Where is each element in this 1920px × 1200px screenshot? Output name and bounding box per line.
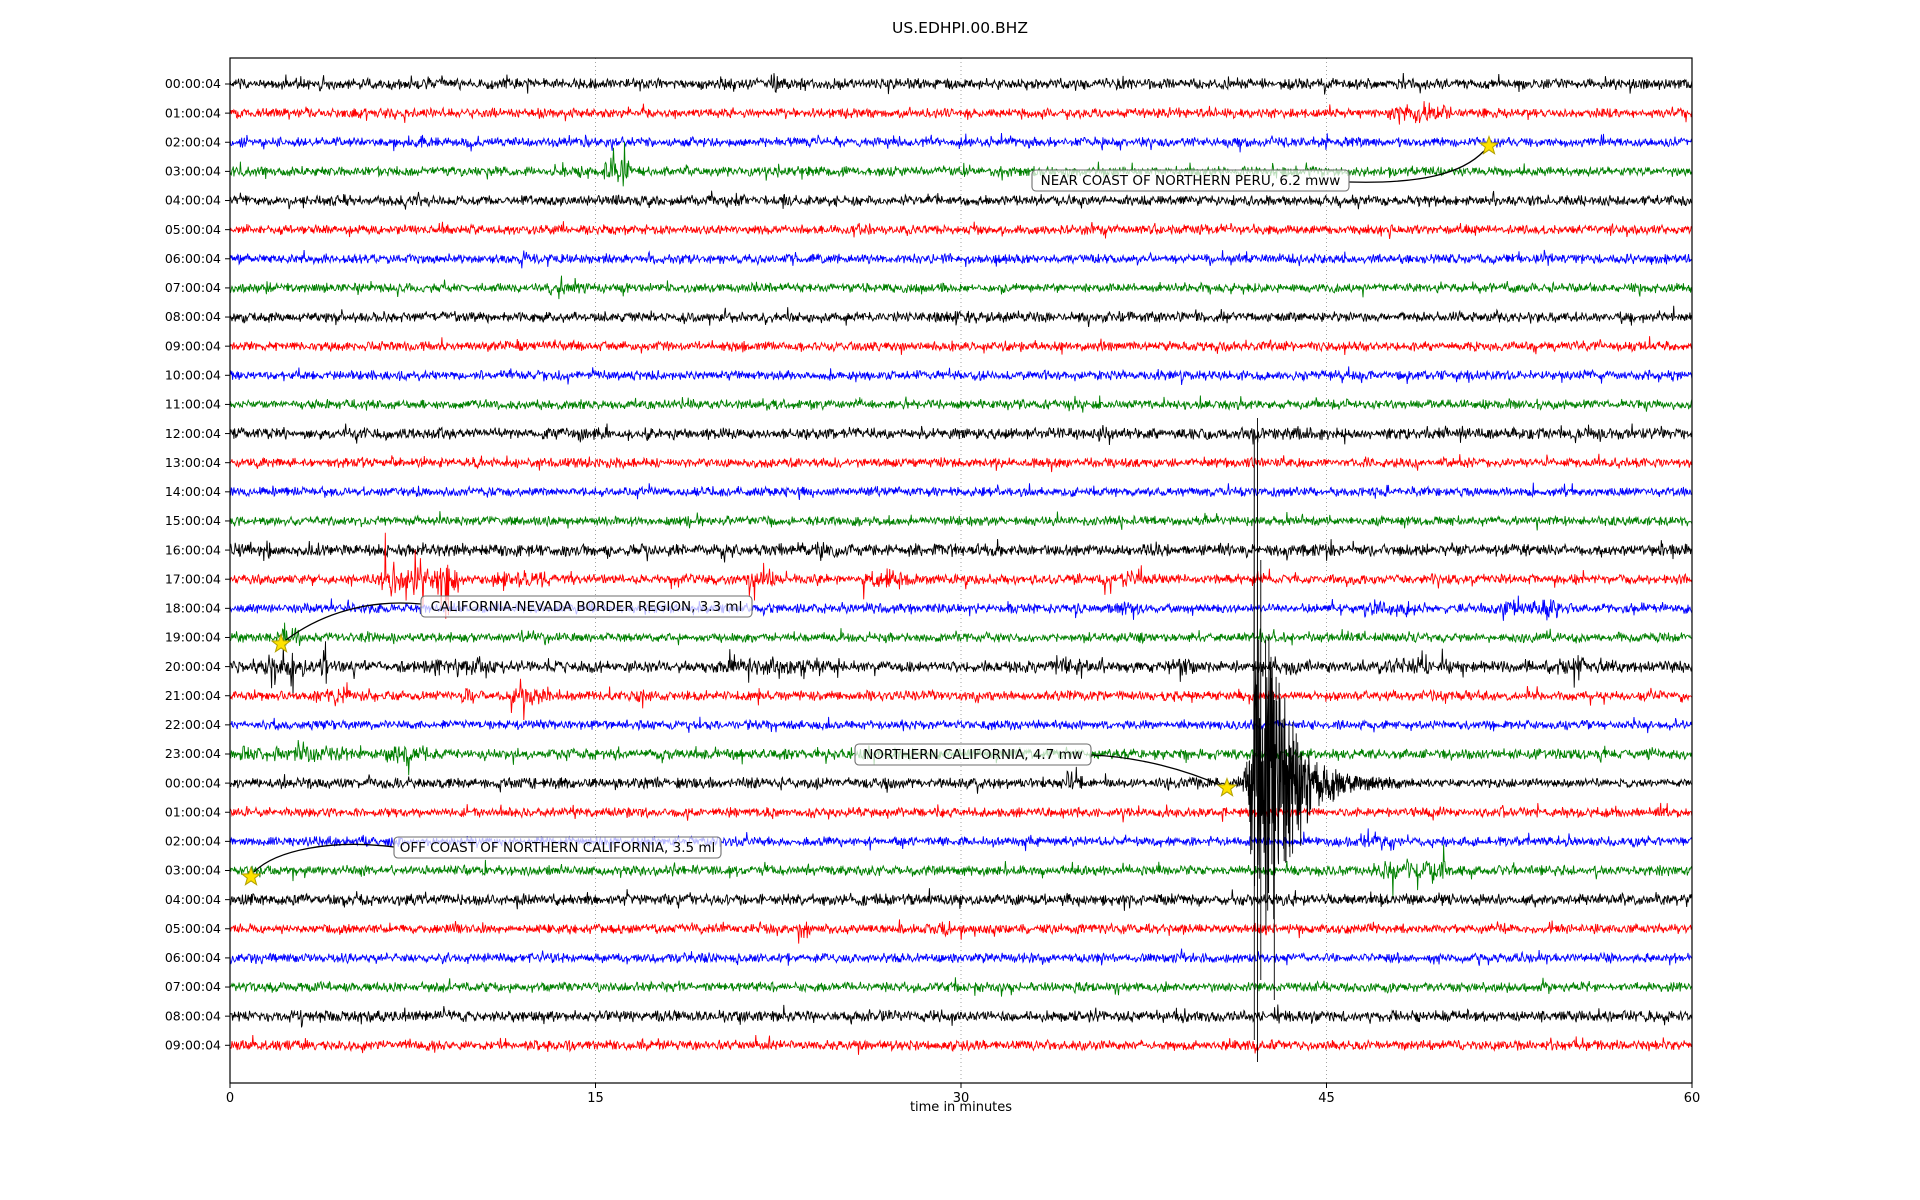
row-label: 14:00:04 xyxy=(165,484,221,499)
event-annotation-label: OFF COAST OF NORTHERN CALIFORNIA, 3.5 ml xyxy=(400,840,716,856)
row-label: 12:00:04 xyxy=(165,426,221,441)
x-tick-label: 30 xyxy=(953,1091,970,1106)
trace-row-5-05:00:04 xyxy=(230,221,1692,240)
x-tick-label: 15 xyxy=(587,1091,604,1106)
trace-row-33-09:00:04 xyxy=(230,1034,1692,1055)
trace-row-25-01:00:04 xyxy=(230,802,1692,823)
row-label: 16:00:04 xyxy=(165,542,221,557)
row-label: 06:00:04 xyxy=(165,251,221,266)
trace-row-16-16:00:04 xyxy=(230,538,1692,563)
trace-row-3-03:00:04 xyxy=(230,141,1692,187)
row-label: 04:00:04 xyxy=(165,193,221,208)
row-label: 17:00:04 xyxy=(165,571,221,586)
row-label: 21:00:04 xyxy=(165,688,221,703)
trace-row-24-00:00:04 xyxy=(230,417,1692,1062)
trace-row-17-17:00:04 xyxy=(230,532,1692,619)
row-label: 02:00:04 xyxy=(165,834,221,849)
trace-row-12-12:00:04 xyxy=(230,423,1692,446)
row-label: 01:00:04 xyxy=(165,804,221,819)
trace-row-27-03:00:04 xyxy=(230,844,1692,898)
trace-row-13-13:00:04 xyxy=(230,453,1692,473)
row-label: 08:00:04 xyxy=(165,1008,221,1023)
trace-row-8-08:00:04 xyxy=(230,305,1692,328)
x-axis-label: time in minutes xyxy=(909,1100,1013,1115)
event-annotation-box xyxy=(420,595,753,618)
row-label: 03:00:04 xyxy=(165,164,221,179)
event-annotation-label: CALIFORNIA-NEVADA BORDER REGION, 3.3 ml xyxy=(431,599,743,615)
row-label: 05:00:04 xyxy=(165,921,221,936)
figure-title: US.EDHPI.00.BHZ xyxy=(892,19,1028,37)
trace-row-15-15:00:04 xyxy=(230,511,1692,531)
trace-row-1-01:00:04 xyxy=(230,101,1692,125)
event-annotation-box xyxy=(393,836,722,859)
event-annotation-box xyxy=(854,743,1092,766)
trace-row-21-21:00:04 xyxy=(230,678,1692,721)
event-leader-line xyxy=(1090,754,1223,787)
row-label: 06:00:04 xyxy=(165,950,221,965)
trace-row-7-07:00:04 xyxy=(230,275,1692,300)
row-label: 15:00:04 xyxy=(165,513,221,528)
trace-row-11-11:00:04 xyxy=(230,395,1692,413)
trace-row-29-05:00:04 xyxy=(230,919,1692,944)
trace-row-9-09:00:04 xyxy=(230,336,1692,356)
row-label: 23:00:04 xyxy=(165,746,221,761)
row-label: 00:00:04 xyxy=(165,775,221,790)
trace-row-4-04:00:04 xyxy=(230,190,1692,210)
row-label: 07:00:04 xyxy=(165,280,221,295)
row-label: 22:00:04 xyxy=(165,717,221,732)
event-star xyxy=(1478,135,1500,155)
trace-row-19-19:00:04 xyxy=(230,622,1692,646)
row-label: 19:00:04 xyxy=(165,630,221,645)
trace-row-20-20:00:04 xyxy=(230,641,1692,697)
row-label: 13:00:04 xyxy=(165,455,221,470)
row-label: 02:00:04 xyxy=(165,134,221,149)
row-label: 01:00:04 xyxy=(165,105,221,120)
row-label: 11:00:04 xyxy=(165,397,221,412)
row-label: 09:00:04 xyxy=(165,1037,221,1052)
row-label: 20:00:04 xyxy=(165,659,221,674)
trace-row-2-02:00:04 xyxy=(230,132,1692,153)
trace-row-32-08:00:04 xyxy=(230,1004,1692,1028)
row-label: 03:00:04 xyxy=(165,863,221,878)
row-label: 00:00:04 xyxy=(165,76,221,91)
trace-row-22-22:00:04 xyxy=(230,716,1692,734)
row-label: 05:00:04 xyxy=(165,222,221,237)
trace-row-28-04:00:04 xyxy=(230,888,1692,911)
event-annotation-label: NEAR COAST OF NORTHERN PERU, 6.2 mww xyxy=(1041,173,1341,189)
event-annotation-box xyxy=(1031,169,1350,192)
trace-row-31-07:00:04 xyxy=(230,977,1692,997)
event-star xyxy=(1216,777,1238,797)
event-star xyxy=(240,866,262,886)
traces-group xyxy=(230,72,1692,1062)
event-annotation-label: NORTHERN CALIFORNIA, 4.7 mw xyxy=(863,747,1083,763)
event-leader-line xyxy=(253,843,395,873)
trace-row-6-06:00:04 xyxy=(230,249,1692,269)
trace-row-0-00:00:04 xyxy=(230,72,1692,95)
event-leader-line xyxy=(1348,150,1485,183)
row-label: 08:00:04 xyxy=(165,309,221,324)
row-label: 07:00:04 xyxy=(165,979,221,994)
x-tick-label: 0 xyxy=(226,1091,234,1106)
row-label: 04:00:04 xyxy=(165,892,221,907)
row-label: 09:00:04 xyxy=(165,338,221,353)
row-label: 10:00:04 xyxy=(165,368,221,383)
trace-row-30-06:00:04 xyxy=(230,948,1692,966)
trace-row-14-14:00:04 xyxy=(230,482,1692,501)
row-label: 18:00:04 xyxy=(165,601,221,616)
event-star xyxy=(270,633,292,653)
x-tick-label: 60 xyxy=(1684,1091,1701,1106)
x-tick-label: 45 xyxy=(1318,1091,1335,1106)
trace-row-10-10:00:04 xyxy=(230,366,1692,386)
event-leader-line xyxy=(285,602,422,641)
